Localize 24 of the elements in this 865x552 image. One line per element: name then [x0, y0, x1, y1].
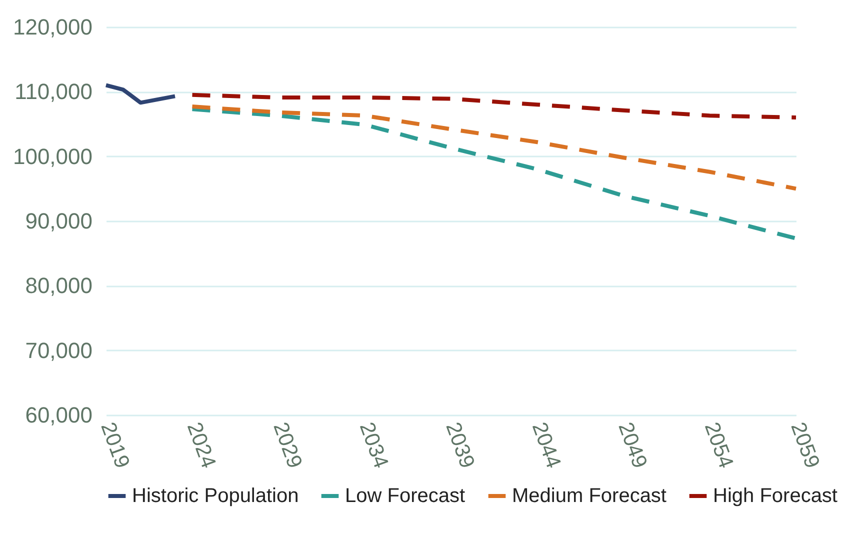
y-tick-label: 70,000 — [25, 338, 92, 363]
line-series — [104, 83, 177, 105]
x-tick-label: 2049 — [614, 419, 652, 472]
legend-label: High Forecast — [713, 485, 838, 507]
y-tick-label: 60,000 — [25, 402, 92, 428]
y-tick-label: 120,000 — [12, 14, 92, 40]
y-tick-label: 80,000 — [25, 273, 92, 298]
y-tick-label: 100,000 — [12, 144, 92, 169]
line-series — [190, 92, 798, 120]
x-tick-label: 2054 — [700, 419, 738, 472]
x-tick-label: 2059 — [786, 419, 824, 472]
line-series — [190, 104, 798, 191]
y-tick-label: 90,000 — [25, 208, 92, 234]
x-tick-label: 2044 — [527, 419, 566, 472]
x-tick-label: 2034 — [354, 419, 393, 472]
legend-label: Low Forecast — [345, 485, 466, 507]
x-tick-label: 2029 — [268, 419, 306, 472]
legend-label: Medium Forecast — [512, 485, 667, 507]
line-series — [190, 107, 798, 240]
x-tick-label: 2024 — [182, 419, 220, 472]
x-tick-label: 2039 — [441, 419, 479, 472]
legend-label: Historic Population — [132, 485, 299, 507]
y-tick-label: 110,000 — [14, 79, 92, 104]
x-tick-label: 2019 — [96, 419, 134, 472]
